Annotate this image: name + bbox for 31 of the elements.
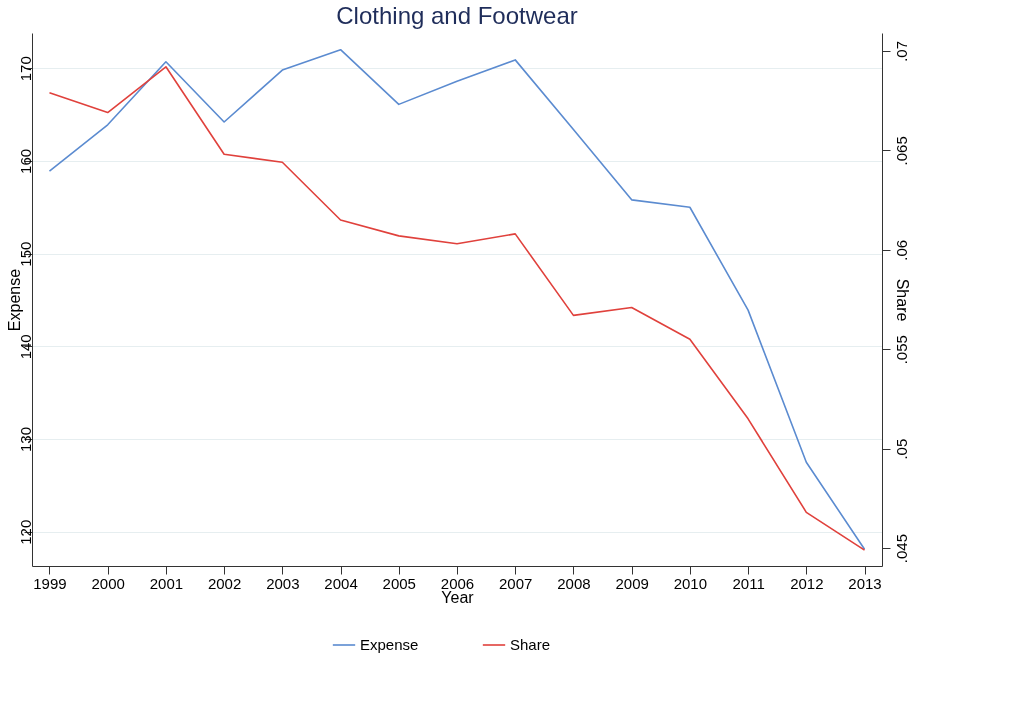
x-tick-label: 2002 — [207, 574, 242, 592]
legend-label: Share — [510, 636, 551, 653]
y2-tick-label: .05 — [892, 438, 910, 460]
y-tick-label: 170 — [16, 56, 34, 82]
chart-title: Clothing and Footwear — [336, 2, 578, 29]
x-tick-label: 2010 — [673, 574, 708, 592]
y-tick-label: 150 — [16, 241, 34, 267]
x-tick-label: 2008 — [557, 574, 591, 592]
y-tick-label: 140 — [16, 334, 34, 360]
y2-tick-label: .06 — [892, 239, 910, 261]
y2-tick-label: .055 — [892, 335, 910, 365]
y2-tick-label: .045 — [892, 534, 910, 564]
y-tick-label: 130 — [16, 426, 34, 453]
x-tick-label: 2007 — [499, 574, 533, 592]
x-tick-label: 2012 — [790, 574, 824, 592]
x-tick-label: 1999 — [33, 574, 67, 592]
x-tick-label: 2000 — [91, 574, 125, 592]
y2-tick-label: .07 — [892, 40, 910, 62]
y2-axis-title: Share — [893, 278, 911, 322]
x-tick-label: 2009 — [615, 574, 649, 592]
y-axis-title: Expense — [5, 268, 23, 332]
legend-label: Expense — [360, 636, 419, 653]
y-tick-label: 160 — [16, 148, 34, 174]
x-tick-label: 2013 — [848, 574, 882, 592]
x-tick-label: 2005 — [382, 574, 416, 592]
y2-tick-label: .065 — [892, 136, 910, 166]
x-tick-label: 2004 — [324, 574, 358, 592]
y-tick-label: 120 — [16, 519, 34, 545]
x-tick-label: 2003 — [266, 574, 300, 592]
x-tick-label: 2001 — [149, 574, 184, 592]
x-tick-label: 2011 — [732, 574, 765, 592]
